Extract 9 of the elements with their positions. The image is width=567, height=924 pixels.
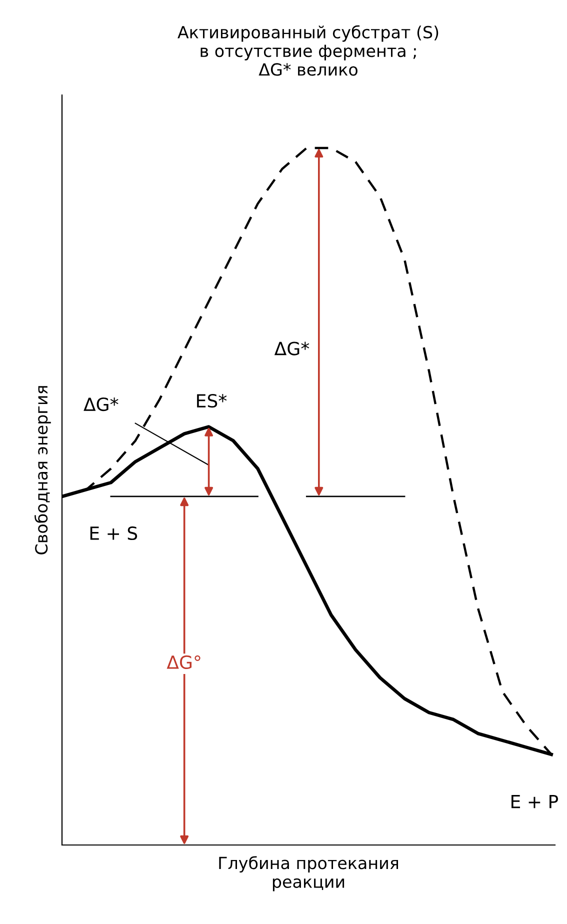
x-axis-title: Глубина протекания реакции: [219, 856, 398, 892]
annotation: ΔG*: [274, 342, 310, 356]
annotation: E + P: [512, 794, 558, 808]
chart-title: Активированный субстрат (S) в отсутствие фермента ; ΔG* велико: [178, 25, 438, 76]
annotation: ΔG°: [166, 655, 200, 670]
annotation: E + S: [90, 526, 138, 540]
annotation: ES*: [197, 394, 227, 408]
y-axis-title: Свободная энергия: [34, 386, 51, 554]
annotation: ΔG*: [84, 397, 118, 412]
